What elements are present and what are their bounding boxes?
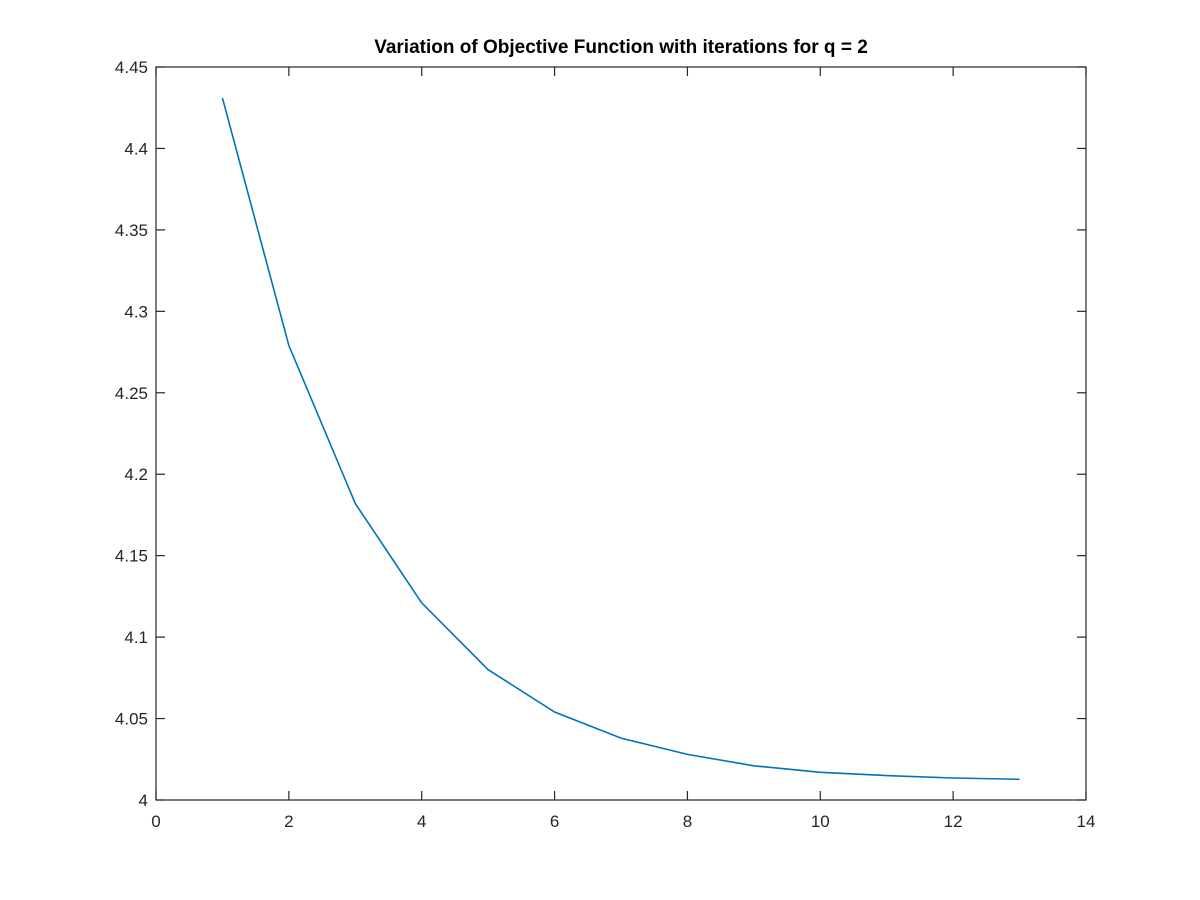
y-tick-label: 4.45 (115, 58, 148, 77)
x-tick-label: 10 (811, 812, 830, 831)
axes-box (155, 66, 1087, 801)
x-tick-label: 12 (944, 812, 963, 831)
y-tick-label: 4.25 (115, 384, 148, 403)
x-tick-label: 2 (284, 812, 293, 831)
y-tick-label: 4.05 (115, 710, 148, 729)
series-line (221, 97, 1020, 781)
x-tick-label: 14 (1077, 812, 1096, 831)
series-layer (221, 97, 1020, 781)
y-axis-ticks: 4 4.05 4.1 4.15 4.2 4.25 4.3 4.35 4.4 4.45 (115, 58, 1086, 810)
x-axis-ticks: 0 2 4 6 8 10 12 14 (151, 67, 1095, 831)
x-tick-label: 6 (550, 812, 559, 831)
y-tick-label: 4 (139, 791, 148, 810)
x-tick-label: 0 (151, 812, 160, 831)
y-tick-label: 4.1 (124, 628, 148, 647)
y-tick-label: 4.15 (115, 547, 148, 566)
chart-title: Variation of Objective Function with ite… (374, 37, 868, 58)
x-tick-label: 4 (417, 812, 426, 831)
y-tick-label: 4.3 (124, 302, 148, 321)
x-tick-label: 8 (683, 812, 692, 831)
y-tick-label: 4.2 (124, 465, 148, 484)
y-tick-label: 4.4 (124, 139, 148, 158)
y-tick-label: 4.35 (115, 221, 148, 240)
